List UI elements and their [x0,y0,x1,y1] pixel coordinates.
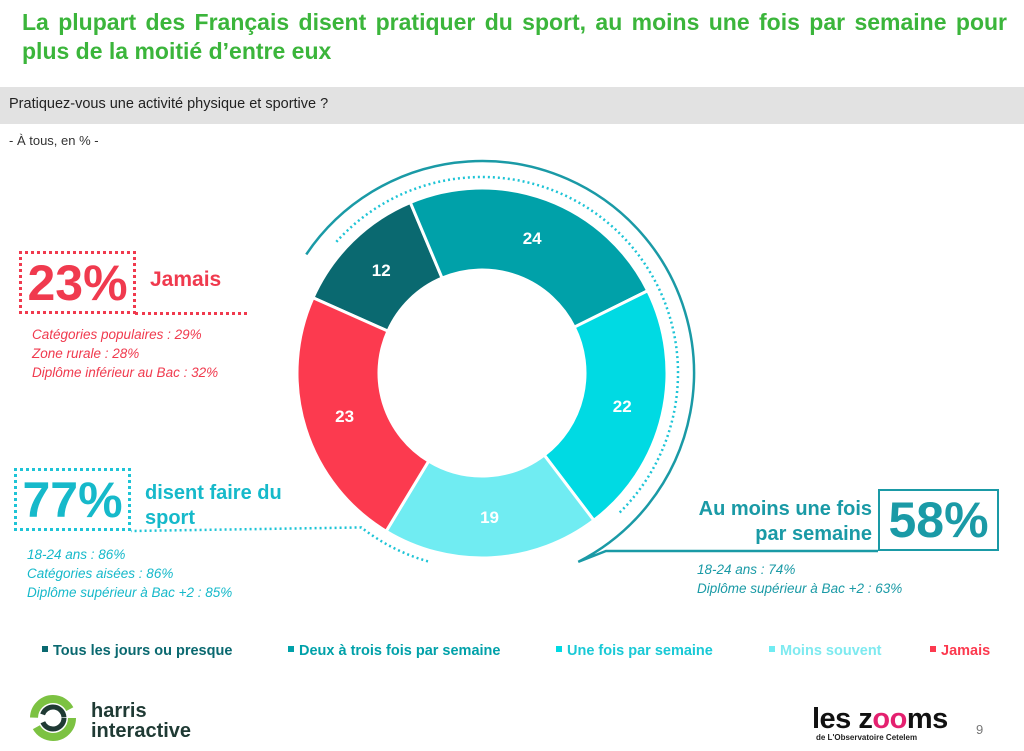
sport-detail-3: Diplôme supérieur à Bac +2 : 85% [27,585,233,600]
weekly-percent-box: 58% [878,489,999,551]
legend-item-1: Tous les jours ou presque [42,643,232,659]
question-text: Pratiquez-vous une activité physique et … [9,96,329,112]
jamais-detail-2: Zone rurale : 28% [32,346,140,361]
donut-slice-3 [542,288,669,523]
slice-value-label-4: 19 [480,508,499,527]
sport-percent-box: 77% [14,468,131,531]
zooms-part-2: oo [872,703,907,735]
zooms-part-1: les z [812,703,873,735]
donut-slice-5 [295,295,431,534]
jamais-percent-box: 23% [19,251,136,314]
weekly-detail-2: Diplôme supérieur à Bac +2 : 63% [697,581,903,596]
slice-value-label-2: 24 [523,229,542,248]
donut-slices [295,186,669,560]
harris-line-2: interactive [91,720,192,742]
legend-swatch-icon [930,646,936,652]
legend-item-3: Une fois par semaine [556,643,713,659]
slice-value-label-5: 23 [335,407,354,426]
donut-slice-4 [384,452,596,560]
legend-label: Tous les jours ou presque [53,643,233,659]
slice-value-label-1: 12 [372,261,391,280]
legend-item-4: Moins souvent [769,643,882,659]
sport-label: disent faire du sport [145,482,282,529]
jamais-underline [135,312,247,315]
weekly-details: 18-24 ans : 74% Diplôme supérieur à Bac … [697,560,902,598]
arc-decorations [130,159,878,564]
legend-item-2: Deux à trois fois par semaine [288,643,500,659]
legend-swatch-icon [42,646,48,652]
harris-wordmark: harris interactive [91,701,191,741]
legend-label: Une fois par semaine [567,643,713,659]
jamais-label: Jamais [150,268,222,291]
legend-label: Deux à trois fois par semaine [299,643,501,659]
harris-logo-icon [30,695,76,741]
question-bar: Pratiquez-vous une activité physique et … [0,87,1024,124]
legend-swatch-icon [769,646,775,652]
jamais-detail-1: Catégories populaires : 29% [32,327,202,342]
legend-swatch-icon [556,646,562,652]
zooms-logo: les zooms [812,703,948,736]
page-title: La plupart des Français disent pratiquer… [22,9,1007,64]
sport-dotted-arc [130,526,429,563]
sport-details: 18-24 ans : 86% Catégories aisées : 86% … [27,545,232,602]
sport-detail-1: 18-24 ans : 86% [27,547,126,562]
slice-labels: 12 24 22 19 23 [335,229,632,527]
sport-detail-2: Catégories aisées : 86% [27,566,174,581]
legend-item-5: Jamais [930,643,990,659]
slice-value-label-3: 22 [613,397,632,416]
zooms-subtitle: de L'Observatoire Cetelem [816,733,918,742]
page-number: 9 [976,722,984,737]
weekly-label: Au moins une fois par semaine [698,498,872,545]
donut-slice-2 [408,186,650,330]
weekly-detail-1: 18-24 ans : 74% [697,562,796,577]
jamais-details: Catégories populaires : 29% Zone rurale … [32,325,218,382]
harris-line-1: harris [91,700,147,722]
legend-label: Jamais [941,643,991,659]
legend-label: Moins souvent [780,643,882,659]
weekly-outline-arc [305,159,878,564]
chart-legend: Tous les jours ou presque Deux à trois fo… [0,643,1024,663]
jamais-detail-3: Diplôme inférieur au Bac : 32% [32,365,219,380]
base-note: - À tous, en % - [9,133,99,148]
zooms-part-3: ms [906,703,948,735]
legend-swatch-icon [288,646,294,652]
